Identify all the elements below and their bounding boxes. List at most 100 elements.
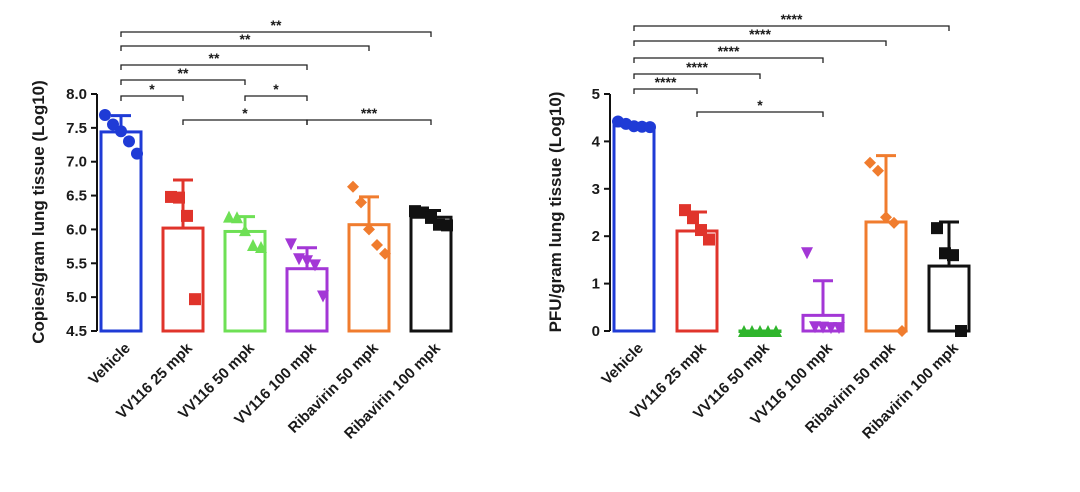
y-tick-label: 2 xyxy=(592,228,600,245)
significance-label: ** xyxy=(271,17,282,33)
y-tick-label: 5.5 xyxy=(66,255,87,272)
bar xyxy=(99,130,143,333)
data-point xyxy=(131,147,143,160)
y-tick-label: 7.0 xyxy=(66,154,87,171)
data-point xyxy=(644,121,656,134)
y-tick-label: 7.5 xyxy=(66,120,87,137)
data-point xyxy=(347,180,359,193)
bar xyxy=(409,215,453,333)
data-point xyxy=(441,219,453,232)
significance-label: ** xyxy=(178,65,189,81)
data-point xyxy=(239,224,251,237)
data-point xyxy=(363,223,375,236)
significance-bracket xyxy=(633,57,824,63)
data-point xyxy=(309,259,321,272)
significance-label: **** xyxy=(686,59,708,75)
data-point xyxy=(285,238,297,251)
data-point xyxy=(817,321,829,334)
y-tick-label: 4.5 xyxy=(66,323,87,340)
data-point xyxy=(746,325,758,337)
data-point xyxy=(947,249,959,262)
y-tick-label: 0 xyxy=(592,323,600,340)
data-point xyxy=(247,239,259,252)
data-point xyxy=(115,125,127,138)
significance-label: ** xyxy=(209,50,220,66)
category-label: Vehicle xyxy=(85,340,134,389)
bar xyxy=(864,220,908,333)
significance-label: **** xyxy=(718,43,740,59)
significance-bracket xyxy=(120,31,432,37)
y-axis-title-copies: Copies/gram lung tissue (Log10) xyxy=(29,80,48,344)
bar xyxy=(675,229,719,333)
data-point xyxy=(173,191,185,204)
significance-label: **** xyxy=(655,74,677,90)
data-point xyxy=(123,135,135,148)
significance-label: ** xyxy=(240,31,251,47)
data-point xyxy=(738,325,750,337)
data-point xyxy=(99,108,111,121)
data-point xyxy=(355,196,367,209)
significance-label: * xyxy=(757,97,763,113)
significance-bracket xyxy=(696,111,824,117)
data-point xyxy=(801,247,813,260)
significance-bracket xyxy=(244,95,308,101)
category-label: Vehicle xyxy=(598,340,647,389)
significance-bracket xyxy=(306,119,432,125)
data-point xyxy=(931,222,943,235)
bar xyxy=(161,226,205,333)
data-point xyxy=(255,241,267,254)
y-tick-label: 5 xyxy=(592,86,600,103)
significance-label: * xyxy=(242,105,248,121)
data-point xyxy=(181,209,193,222)
significance-bracket xyxy=(633,88,698,94)
data-point xyxy=(301,255,313,268)
panel-right-pfu: PFU/gram lung tissue (Log10) 0 1 2 3 4 5 Vehic… xyxy=(546,11,971,443)
y-tick-label: 4 xyxy=(592,133,601,150)
y-tick-label: 5.0 xyxy=(66,289,87,306)
y-tick-label: 6.0 xyxy=(66,221,87,238)
data-point xyxy=(231,211,243,224)
y-tick-label: 1 xyxy=(592,276,600,293)
significance-bracket xyxy=(120,79,246,85)
data-point xyxy=(703,233,715,246)
y-tick-label: 8.0 xyxy=(66,86,87,103)
data-point xyxy=(317,290,329,303)
significance-label: **** xyxy=(749,26,771,42)
data-point xyxy=(770,325,782,337)
data-point xyxy=(833,322,845,335)
significance-label: * xyxy=(149,81,155,97)
significance-label: **** xyxy=(781,11,803,27)
bar xyxy=(927,264,971,333)
data-point xyxy=(762,325,774,337)
panel-left-copies: Copies/gram lung tissue (Log10) 4.5 5.0 5.… xyxy=(29,17,453,443)
bar xyxy=(347,223,391,333)
data-point xyxy=(371,239,383,252)
significance-bracket xyxy=(120,45,370,51)
data-point xyxy=(809,321,821,334)
significance-bracket xyxy=(633,73,761,79)
data-point xyxy=(107,118,119,131)
data-point xyxy=(955,325,967,337)
significance-label: *** xyxy=(361,105,378,121)
data-point xyxy=(687,212,699,225)
significance-bracket xyxy=(120,95,184,101)
data-point xyxy=(825,322,837,335)
data-point xyxy=(695,224,707,237)
data-point xyxy=(896,325,908,337)
y-tick-label: 6.5 xyxy=(66,188,87,205)
bar xyxy=(285,267,329,333)
y-axis-title-pfu: PFU/gram lung tissue (Log10) xyxy=(546,92,565,333)
significance-label: * xyxy=(273,81,279,97)
data-point xyxy=(864,156,876,169)
data-point xyxy=(189,293,201,306)
significance-bracket xyxy=(633,25,950,31)
y-tick-label: 3 xyxy=(592,181,600,198)
bar xyxy=(612,124,656,333)
data-point xyxy=(223,210,235,223)
data-point xyxy=(379,247,391,260)
data-point xyxy=(888,216,900,229)
significance-bracket xyxy=(120,64,308,70)
data-point xyxy=(880,211,892,224)
